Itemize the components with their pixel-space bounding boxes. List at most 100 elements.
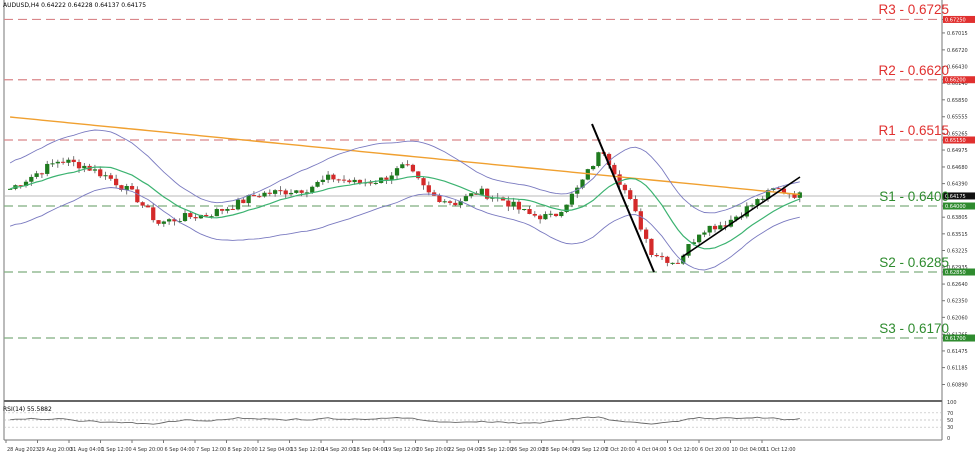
candle-body xyxy=(405,164,410,166)
candle-body xyxy=(18,185,23,187)
candle-body xyxy=(697,234,702,243)
candle-body xyxy=(580,179,585,188)
candle-body xyxy=(511,201,516,207)
uptrend-line[interactable] xyxy=(681,176,801,258)
time-tick-label: 6 Oct 20:00 xyxy=(700,447,729,453)
candle-body xyxy=(299,190,304,193)
candle-body xyxy=(543,214,548,220)
candle-body xyxy=(453,202,458,206)
candle-body xyxy=(368,182,373,184)
candle-body xyxy=(426,185,431,193)
candle-body xyxy=(485,188,490,199)
candle-body xyxy=(61,161,66,163)
price-tick-label: 0.63515 xyxy=(947,232,968,238)
candle-body xyxy=(617,174,622,185)
candle-body xyxy=(665,256,670,263)
candle-body xyxy=(416,171,421,179)
price-tick-label: 0.64390 xyxy=(947,182,968,188)
candle-body xyxy=(755,199,760,206)
price-tick-label: 0.66720 xyxy=(947,48,968,54)
time-tick-label: 5 Oct 12:00 xyxy=(669,447,698,453)
candle-body xyxy=(267,192,272,194)
price-tick-label: 0.63225 xyxy=(947,248,968,254)
price-tick-label: 0.65265 xyxy=(947,131,968,137)
candle-body xyxy=(612,164,617,175)
candle-body xyxy=(410,164,416,172)
candle-body xyxy=(744,206,749,217)
candle-body xyxy=(596,152,601,167)
candle-body xyxy=(347,180,352,183)
time-tick-label: 11 Oct 12:00 xyxy=(763,447,796,453)
candle-body xyxy=(220,209,225,211)
candle-body xyxy=(750,205,755,207)
candle-body xyxy=(193,217,198,219)
time-tick-label: 4 Sep 20:00 xyxy=(133,447,163,453)
rsi-line xyxy=(10,416,800,425)
candle-body xyxy=(718,225,723,230)
candle-body xyxy=(506,200,511,207)
level-axis-badge xyxy=(943,76,975,84)
ma-200-line xyxy=(10,116,800,196)
candle-body xyxy=(251,195,257,197)
time-tick-label: 22 Sep 04:00 xyxy=(448,447,481,453)
current-price-badge xyxy=(943,192,975,200)
downtrend-line[interactable] xyxy=(591,123,655,273)
rsi-tick-label: 100 xyxy=(947,400,957,406)
candle-body xyxy=(225,208,230,211)
time-tick-label: 12 Sep 04:00 xyxy=(259,447,292,453)
candle-body xyxy=(681,255,686,264)
candle-body xyxy=(140,202,145,206)
candle-body xyxy=(235,199,241,210)
ma-50-line xyxy=(9,166,801,250)
candle-body xyxy=(108,175,113,179)
candle-body xyxy=(447,201,453,203)
candle-body xyxy=(214,209,219,217)
time-tick-label: 19 Sep 12:00 xyxy=(385,447,418,453)
candle-body xyxy=(760,198,765,200)
candle-body xyxy=(437,195,442,203)
time-tick-label: 4 Oct 04:00 xyxy=(637,447,666,453)
candle-body xyxy=(177,221,182,223)
candle-body xyxy=(442,201,447,203)
candle-body xyxy=(622,184,628,191)
candle-body xyxy=(776,188,781,190)
time-tick-label: 29 Sep 12:00 xyxy=(574,447,607,453)
price-tick-label: 0.63805 xyxy=(947,215,968,221)
time-tick-label: 8 Sep 20:00 xyxy=(228,447,258,453)
candle-body xyxy=(686,244,691,256)
candle-body xyxy=(315,181,320,187)
candle-body xyxy=(797,192,802,198)
level-axis-value: 0.61700 xyxy=(945,336,966,342)
bollinger-upper xyxy=(9,129,800,214)
price-tick-label: 0.66430 xyxy=(947,65,968,71)
time-tick-label: 28 Sep 04:00 xyxy=(543,447,576,453)
candle-body xyxy=(294,190,299,193)
candle-body xyxy=(161,221,166,224)
candle-body xyxy=(135,189,140,203)
candle-body xyxy=(384,177,389,180)
candle-body xyxy=(670,262,675,264)
time-tick-label: 2 Oct 20:00 xyxy=(606,447,635,453)
candle-body xyxy=(553,213,559,217)
candle-body xyxy=(326,174,331,180)
candle-body xyxy=(421,178,426,186)
time-tick-label: 20 Sep 20:00 xyxy=(417,447,450,453)
level-axis-badge xyxy=(943,334,975,342)
candle-body xyxy=(516,201,522,210)
candle-body xyxy=(522,208,527,210)
candle-body xyxy=(458,201,463,206)
candle-body xyxy=(8,188,13,190)
candle-body xyxy=(702,232,707,235)
candle-body xyxy=(469,193,474,197)
candle-body xyxy=(34,173,39,177)
candle-body xyxy=(273,190,278,194)
candle-body xyxy=(71,159,76,163)
candle-body xyxy=(765,190,771,199)
price-tick-label: 0.67015 xyxy=(947,31,968,37)
candle-body xyxy=(527,208,532,214)
candle-body xyxy=(659,256,665,258)
rsi-tick-label: 70 xyxy=(947,411,953,417)
rsi-tick-label: 0 xyxy=(947,436,950,442)
candle-body xyxy=(591,166,596,170)
